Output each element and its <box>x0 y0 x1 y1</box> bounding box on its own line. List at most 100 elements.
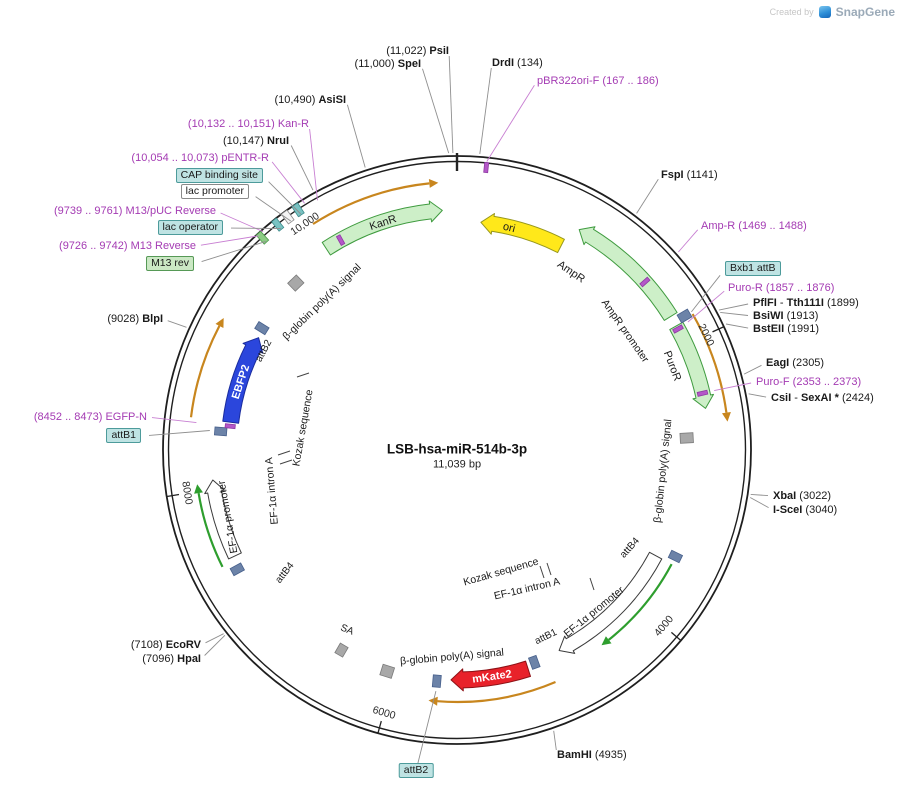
kozak-left-label[interactable]: Kozak sequence <box>290 388 316 468</box>
callout-bsteii[interactable]: BstEII (1991) <box>753 323 820 335</box>
callout-line-pentr-r <box>271 161 305 204</box>
callout-fspi[interactable]: FspI (1141) <box>661 169 718 181</box>
callout-puro-f[interactable]: Puro-F (2353 .. 2373) <box>756 376 862 388</box>
callout-line-kan-r <box>309 128 318 201</box>
feature-beta-globin-polya-bottom[interactable] <box>379 663 396 679</box>
plasmid-name: LSB-hsa-miR-514b-3p <box>386 441 528 457</box>
feature-lac-promoter-block[interactable] <box>280 209 295 225</box>
ampr-label[interactable]: AmpR <box>554 258 588 286</box>
attb4-left-label[interactable]: attB4 <box>273 560 297 586</box>
ef1a-intron-bottom-label[interactable]: EF-1α intron A <box>492 575 562 603</box>
feature-kan-r-primer[interactable] <box>335 234 346 246</box>
feature-amp-r-primer[interactable] <box>639 276 651 288</box>
leader-mark-4 <box>277 450 291 456</box>
callout-hpai[interactable]: (7096) HpaI <box>142 653 201 665</box>
callout-cap-binding-site[interactable]: CAP binding site <box>175 168 263 183</box>
callout-bxb1-attb-callout[interactable]: Bxb1 attB <box>725 261 781 276</box>
feature-ampr[interactable] <box>578 226 678 321</box>
feature-puro-r-primer[interactable] <box>672 324 684 334</box>
ampr-promoter-label[interactable]: AmpR promoter <box>598 297 652 365</box>
attb4-right-label[interactable]: attB4 <box>618 535 642 561</box>
feature-attb1-bottom[interactable] <box>527 654 541 670</box>
callout-eagi[interactable]: EagI (2305) <box>766 357 825 369</box>
sa-label[interactable]: SA <box>338 622 356 638</box>
ef1a-promoter-right-label[interactable]: EF-1α promoter <box>561 584 627 640</box>
feature-bxb1-attb[interactable] <box>676 308 693 324</box>
orf-frame-right[interactable] <box>691 313 728 413</box>
leader-mark-1 <box>546 562 552 576</box>
beta-globin-polya-right-label[interactable]: β-globin poly(A) signal <box>651 418 675 524</box>
feature-beta-globin-polya-top-left[interactable] <box>287 274 305 292</box>
callout-asisi[interactable]: (10,490) AsiSI <box>274 94 346 106</box>
callout-pbr322ori-f[interactable]: pBR322ori-F (167 .. 186) <box>537 75 659 87</box>
feature-beta-globin-polya-right[interactable] <box>679 432 694 444</box>
feature-m13-rev-block[interactable] <box>255 230 270 245</box>
ebfp2-label[interactable]: EBFP2 <box>229 363 253 401</box>
feature-ef1a-promoter-right[interactable] <box>558 551 663 654</box>
feature-egfp-n-primer[interactable] <box>224 423 236 430</box>
feature-ebfp2[interactable] <box>222 337 264 424</box>
mkate2-label[interactable]: mKate2 <box>471 668 513 686</box>
callout-psii[interactable]: (11,022) PsiI <box>386 45 449 57</box>
callout-amp-r[interactable]: Amp-R (1469 .. 1488) <box>701 220 807 232</box>
callout-nrui[interactable]: (10,147) NruI <box>222 135 289 147</box>
callout-m13-puc-reverse[interactable]: (9739 .. 9761) M13/pUC Reverse <box>53 205 216 217</box>
callout-xbai[interactable]: XbaI (3022) <box>773 490 832 502</box>
callout-m13-rev[interactable]: M13 rev <box>146 256 194 271</box>
attb1-bottom-label[interactable]: attB1 <box>533 626 559 648</box>
feature-puror[interactable] <box>669 321 714 409</box>
beta-globin-polya-top-left-label[interactable]: β-globin poly(A) signal <box>280 261 364 343</box>
feature-sa-block[interactable] <box>334 642 349 658</box>
ef1a-promoter-left-label[interactable]: EF-1α promoter <box>215 479 241 555</box>
callout-line-fspi <box>636 178 659 214</box>
feature-ori[interactable] <box>480 213 565 254</box>
feature-cap-binding-site-block[interactable] <box>291 202 305 218</box>
callout-csii-sexai[interactable]: CsiI - SexAI * (2424) <box>771 392 874 404</box>
feature-attb2-bottom[interactable] <box>431 674 442 688</box>
orf-frame-bottom[interactable] <box>437 680 556 704</box>
callout-lac-operator[interactable]: lac operator <box>157 220 223 235</box>
puror-label[interactable]: PuroR <box>660 349 684 383</box>
feature-attb4-right[interactable] <box>667 549 684 564</box>
callout-blpi[interactable]: (9028) BlpI <box>107 313 163 325</box>
promoter-arrow-left[interactable] <box>197 492 224 568</box>
orf-frame-top-left[interactable] <box>312 182 430 225</box>
feature-kanr[interactable] <box>321 200 443 256</box>
attb2-left-label[interactable]: attB2 <box>253 338 275 364</box>
feature-attb4-left[interactable] <box>229 562 246 577</box>
callout-attb2-bottom-callout[interactable]: attB2 <box>398 763 434 778</box>
callout-puro-r[interactable]: Puro-R (1857 .. 1876) <box>728 282 835 294</box>
feature-attb2-left[interactable] <box>254 320 270 336</box>
kanr-label[interactable]: KanR <box>368 213 398 233</box>
callout-bamhi[interactable]: BamHI (4935) <box>557 749 627 761</box>
callout-i-scei[interactable]: I-SceI (3040) <box>773 504 838 516</box>
callout-line-i-scei <box>749 497 769 508</box>
callout-line-spei <box>422 68 450 154</box>
feature-lac-operator-block[interactable] <box>271 217 285 232</box>
promoter-arrow-bottom-right[interactable] <box>608 563 673 641</box>
ori-label[interactable]: ori <box>501 220 517 236</box>
callout-spei[interactable]: (11,000) SpeI <box>354 58 421 70</box>
callout-m13-reverse[interactable]: (9726 .. 9742) M13 Reverse <box>59 240 196 252</box>
orf-frame-left[interactable] <box>189 325 221 418</box>
ef1a-intron-left-label[interactable]: EF-1α intron A <box>263 456 281 526</box>
callout-pflfi-tth111i[interactable]: PflFI - Tth111I (1899) <box>753 297 859 309</box>
callout-lac-promoter[interactable]: lac promoter <box>180 184 249 199</box>
callout-attb1-left-callout[interactable]: attB1 <box>106 428 141 443</box>
callout-bsiwi[interactable]: BsiWI (1913) <box>753 310 819 322</box>
callout-kan-r[interactable]: (10,132 .. 10,151) Kan-R <box>187 118 309 130</box>
callout-drdi[interactable]: DrdI (134) <box>492 57 543 69</box>
callout-line-psii <box>448 55 454 154</box>
feature-mkate2[interactable] <box>450 660 531 692</box>
feature-pbr322ori-f-primer[interactable] <box>483 161 490 174</box>
feature-puro-f-primer[interactable] <box>696 389 709 397</box>
callout-egfp-n[interactable]: (8452 .. 8473) EGFP-N <box>33 411 147 423</box>
callout-pentr-r[interactable]: (10,054 .. 10,073) pENTR-R <box>131 152 269 164</box>
beta-globin-polya-bottom-label[interactable]: β-globin poly(A) signal <box>399 646 505 668</box>
tick-label-8000: 8000 <box>179 480 196 506</box>
feature-attb1-left[interactable] <box>213 426 228 437</box>
feature-ef1a-promoter-left[interactable] <box>204 479 242 560</box>
callout-ecorv[interactable]: (7108) EcoRV <box>130 639 201 651</box>
scale-tick-4000 <box>670 631 682 642</box>
